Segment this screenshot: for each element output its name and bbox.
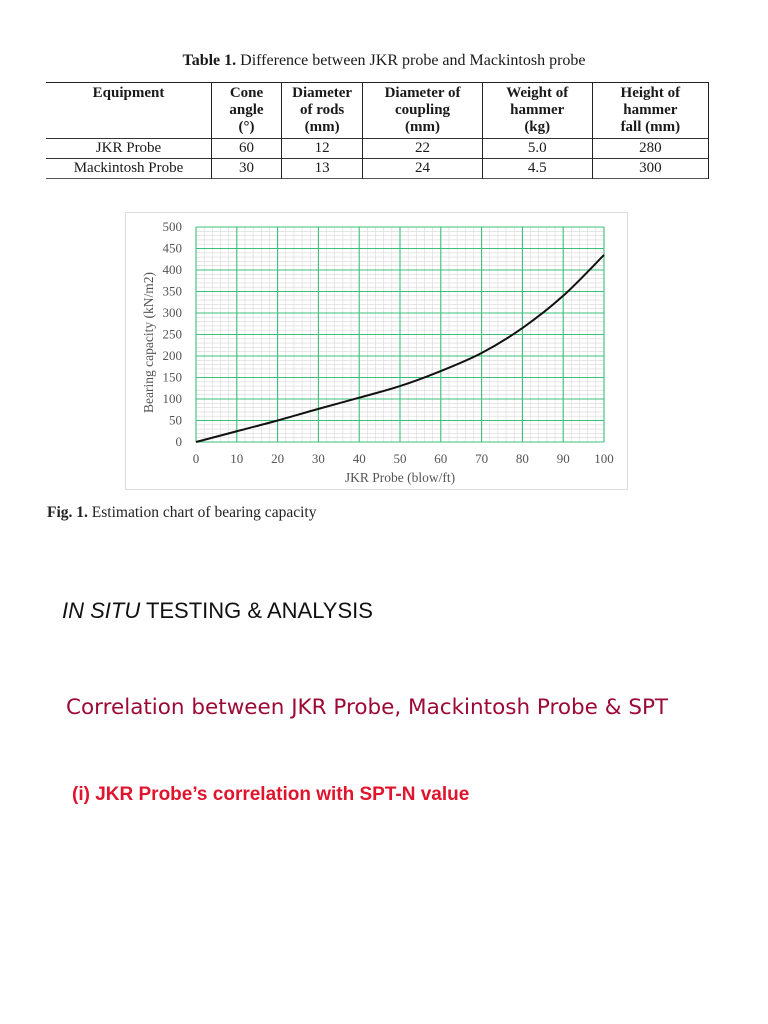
column-header: Weight of hammer (kg) [482, 82, 593, 139]
table-row: Mackintosh Probe 30 13 24 4.5 300 [46, 158, 710, 179]
chart-frame [125, 212, 628, 490]
column-header: Height of hammer fall (mm) [592, 82, 710, 139]
column-header-line: Cone [229, 85, 264, 101]
x-tick-label: 0 [193, 451, 200, 466]
column-header-line: of rods [299, 102, 345, 118]
figure-caption-label: Fig. 1. [47, 504, 88, 521]
table-caption: Table 1. Difference between JKR probe an… [0, 52, 768, 70]
equipment-name-cell: JKR Probe [46, 138, 213, 159]
equipment-name-cell: Mackintosh Probe [46, 158, 213, 179]
x-tick-label: 10 [230, 451, 243, 466]
value-cell: 13 [281, 158, 364, 179]
x-tick-label: 90 [557, 451, 570, 466]
column-header-line: hammer [623, 102, 678, 118]
table-body: JKR Probe 60 12 22 5.0 280 Mackintosh Probe 30 1… [46, 138, 710, 179]
value-cell: 24 [362, 158, 483, 179]
x-tick-label: 100 [594, 451, 614, 466]
column-header: Cone angle (°) [211, 82, 282, 139]
correlation-heading: Correlation between JKR Probe, Mackintos… [66, 695, 669, 720]
value-cell: 5.0 [482, 138, 593, 159]
column-header-line: Height of [620, 85, 681, 101]
column-header-line: hammer [510, 102, 565, 118]
column-header-line: coupling [395, 102, 451, 118]
y-tick-label: 150 [163, 370, 183, 385]
table-caption-text: Difference between JKR probe and Mackint… [236, 52, 586, 69]
y-axis-label: Bearing capacity (kN/m2) [141, 272, 156, 413]
y-tick-label: 0 [176, 434, 183, 449]
x-tick-label: 80 [516, 451, 529, 466]
jkr-spt-subheading: (i) JKR Probe’s correlation with SPT-N v… [72, 784, 470, 805]
column-header-line: Equipment [92, 85, 165, 101]
column-header-line: (mm) [304, 119, 340, 135]
probe-comparison-table: Equipment Cone angle (°) Diameter of rods (mm)… [46, 82, 710, 179]
column-header-line: (°) [238, 119, 255, 135]
value-cell: 300 [592, 158, 710, 179]
table-header-row: Equipment Cone angle (°) Diameter of rods (mm)… [46, 82, 710, 139]
y-tick-label: 350 [163, 284, 183, 299]
figure-caption: Fig. 1. Estimation chart of bearing capa… [47, 504, 316, 522]
y-tick-label: 200 [163, 348, 183, 363]
x-tick-label: 70 [475, 451, 488, 466]
column-header: Diameter of rods (mm) [281, 82, 364, 139]
value-cell: 4.5 [482, 158, 593, 179]
y-tick-label: 50 [169, 413, 182, 428]
bearing-capacity-curve [195, 254, 605, 443]
y-tick-label: 250 [163, 327, 183, 342]
value-cell: 60 [211, 138, 282, 159]
column-header-line: Weight of [506, 85, 569, 101]
x-tick-label: 60 [434, 451, 447, 466]
column-header-line: Diameter [292, 85, 353, 101]
column-header-line: fall (mm) [620, 119, 681, 135]
column-header-line: Diameter of [384, 85, 461, 101]
section-heading-rest: TESTING & ANALYSIS [140, 598, 373, 623]
x-tick-label: 20 [271, 451, 284, 466]
table-row: JKR Probe 60 12 22 5.0 280 [46, 138, 710, 159]
x-tick-label: 40 [353, 451, 366, 466]
column-header-line: (kg) [524, 119, 551, 135]
y-tick-label: 300 [163, 305, 183, 320]
y-tick-label: 400 [163, 262, 183, 277]
value-cell: 30 [211, 158, 282, 179]
x-axis-label: JKR Probe (blow/ft) [345, 470, 455, 485]
y-tick-label: 500 [163, 219, 183, 234]
bearing-capacity-chart: 0 10 20 30 40 50 60 70 80 90 100 0 50 100 150 200 250 300… [141, 219, 614, 485]
y-tick-label: 450 [163, 241, 183, 256]
table-caption-label: Table 1. [182, 52, 237, 69]
x-tick-label: 50 [394, 451, 407, 466]
column-header: Equipment [46, 82, 213, 139]
column-header-line: angle [229, 102, 264, 118]
x-tick-label: 30 [312, 451, 325, 466]
section-heading-italic: IN SITU [62, 598, 141, 623]
value-cell: 280 [592, 138, 710, 159]
column-header-line: (mm) [405, 119, 441, 135]
section-heading: IN SITU TESTING & ANALYSIS [62, 598, 373, 624]
y-tick-label: 100 [163, 391, 183, 406]
value-cell: 12 [281, 138, 364, 159]
value-cell: 22 [362, 138, 483, 159]
figure-caption-text: Estimation chart of bearing capacity [87, 504, 317, 521]
column-header: Diameter of coupling (mm) [362, 82, 483, 139]
